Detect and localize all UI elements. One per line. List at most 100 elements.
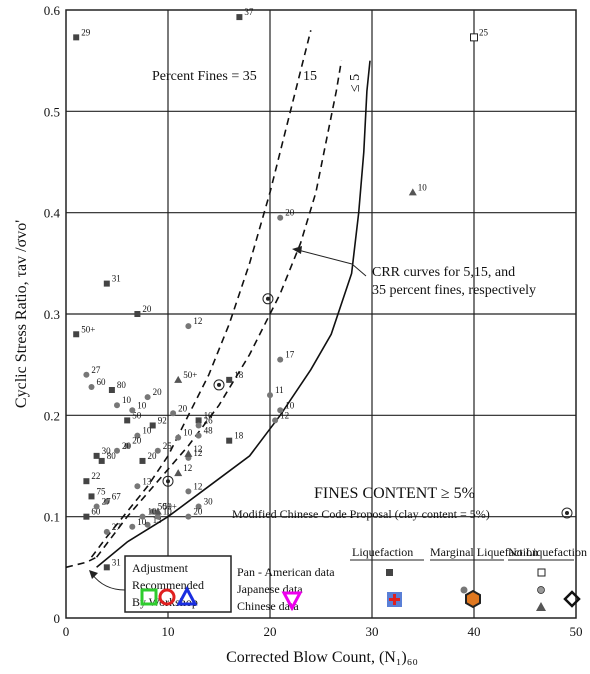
point-label: 10	[137, 517, 147, 527]
point-japanese	[103, 528, 110, 535]
x-tick-label: 30	[366, 624, 379, 639]
point-label: 10	[163, 507, 173, 517]
legend-marker-jp-noliq	[537, 586, 545, 594]
point-japanese	[185, 323, 192, 330]
point-label: 10	[418, 182, 428, 192]
point-label: 50+	[163, 502, 177, 512]
point-japanese	[185, 513, 192, 520]
point-pan-american	[83, 478, 90, 485]
crr-curve-extension	[65, 556, 97, 569]
point-label: 10	[285, 400, 295, 410]
x-tick-label: 50	[570, 624, 583, 639]
point-label: 67	[112, 491, 122, 501]
crr-curve-5	[96, 60, 371, 568]
point-japanese	[195, 503, 202, 510]
point-japanese	[139, 513, 146, 520]
point-chinese	[408, 188, 417, 196]
point-label: 48	[204, 426, 214, 436]
point-japanese	[277, 214, 284, 221]
point-label: 10	[183, 428, 193, 438]
point-japanese	[154, 447, 161, 454]
y-tick-label: 0	[54, 611, 61, 626]
adjustment-box-frame	[124, 555, 232, 613]
point-modified-code-outer	[213, 379, 225, 391]
point-modified-code-inner	[265, 296, 270, 301]
point-label: 20	[148, 451, 158, 461]
x-tick-label: 0	[63, 624, 70, 639]
point-label: 12	[280, 410, 289, 420]
point-pan-american	[98, 457, 105, 464]
point-japanese	[175, 434, 182, 441]
point-pan-american	[103, 564, 110, 571]
crr-pointer-1	[297, 249, 353, 265]
point-label: 37	[244, 7, 254, 17]
point-label: 20	[153, 387, 163, 397]
point-label: 10	[142, 426, 152, 436]
point-label: 10	[137, 400, 147, 410]
point-label: 12	[193, 444, 202, 454]
y-tick-labels: 0 0.1 0.2 0.3 0.4 0.5 0.6	[44, 3, 61, 626]
point-label: 20	[285, 208, 295, 218]
legend-marker-jp-marginal	[460, 586, 468, 594]
point-label: 20	[142, 304, 152, 314]
y-tick-label: 0.4	[44, 206, 61, 221]
legend-marker-pan-liq	[386, 569, 393, 576]
point-label: 25	[163, 441, 173, 451]
point-label: 75	[97, 486, 107, 496]
legend-col-marginal: Marginal Liquefaction	[430, 545, 538, 559]
legend-row-chinese: Chinese data	[237, 599, 299, 613]
point-japanese	[195, 432, 202, 439]
point-label: 18	[234, 431, 244, 441]
point-japanese	[144, 394, 151, 401]
point-japanese	[195, 422, 202, 429]
point-modified-code-outer	[162, 475, 174, 487]
fines-content-title: FINES CONTENT ≥ 5%	[314, 485, 475, 502]
fifteen-label: 15	[303, 69, 317, 84]
crr-arrow-1	[292, 246, 302, 254]
point-japanese	[103, 498, 110, 505]
point-pan-american	[134, 311, 141, 317]
point-japanese	[134, 483, 141, 490]
adjustment-arrow-head	[89, 570, 98, 579]
point-label: 50+	[81, 324, 95, 334]
point-japanese	[149, 508, 156, 515]
point-label: 20	[132, 436, 142, 446]
point-japanese	[277, 356, 284, 363]
point-modified-code-inner	[217, 382, 221, 387]
crr-annotation-line2: 35 percent fines, respectively	[372, 283, 536, 298]
crr-pointer-2	[351, 263, 367, 277]
point-label: 20	[122, 441, 132, 451]
point-label: 50	[132, 410, 142, 420]
point-pan-american	[88, 493, 95, 500]
point-label: 13	[153, 515, 163, 525]
point-pan-american	[149, 422, 156, 429]
crr-annotation-line1: CRR curves for 5,15, and	[372, 265, 515, 280]
x-tick-label: 10	[162, 624, 175, 639]
point-label: 25	[479, 27, 489, 37]
x-tick-label: 20	[264, 624, 277, 639]
modified-chinese-code-marker-outer	[561, 507, 573, 519]
point-japanese	[124, 442, 131, 449]
point-pan-american	[124, 417, 131, 424]
blue-triangle-marker	[176, 585, 198, 606]
point-label: 27	[91, 365, 101, 375]
legend-marker-pan-noliq	[537, 568, 546, 577]
point-pan-american	[226, 376, 233, 383]
point-japanese	[154, 513, 161, 520]
point-label: 12	[193, 316, 202, 326]
x-tick-label: 40	[468, 624, 481, 639]
point-label: 80	[107, 451, 117, 461]
modified-chinese-code-label: Modified Chinese Code Proposal (clay con…	[232, 507, 490, 521]
point-label: 13	[142, 476, 152, 486]
point-pan-american	[73, 34, 80, 41]
point-chinese	[174, 375, 183, 383]
point-pan-american	[83, 513, 90, 520]
point-chinese	[174, 469, 183, 477]
x-axis-title: Corrected Blow Count, (N₁)₆₀	[226, 649, 418, 666]
point-label: 60	[97, 377, 107, 387]
point-label: 26	[204, 415, 214, 425]
point-label: 10	[204, 410, 214, 420]
y-tick-label: 0.1	[44, 510, 60, 525]
point-japanese	[88, 383, 95, 390]
point-label: 18	[234, 370, 244, 380]
